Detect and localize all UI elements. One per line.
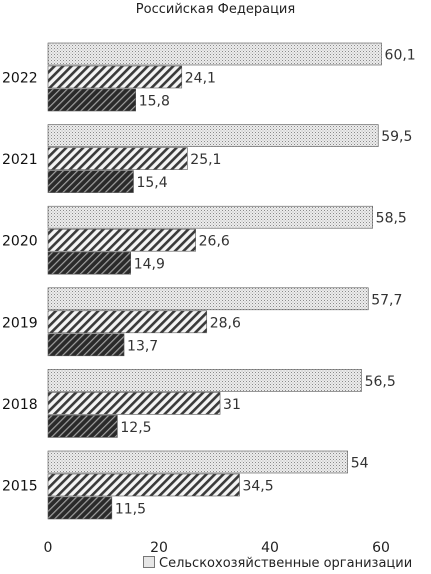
y-label-2020: 2020 [2, 234, 38, 250]
data-label-2021-s2: 15,4 [136, 175, 167, 191]
data-label-2020-s2: 14,9 [134, 257, 165, 273]
bar-2019-s1 [47, 310, 208, 334]
data-label-2019-s1: 28,6 [210, 315, 241, 331]
bar-2018-s2 [47, 415, 118, 438]
bar-2020-s1 [47, 228, 196, 252]
data-label-2022-s2: 15,8 [139, 94, 170, 110]
bar-2020-s2 [47, 251, 131, 275]
bar-2015-s0 [47, 450, 349, 474]
bar-2015-s2 [47, 496, 113, 520]
x-tick-40: 40 [261, 540, 279, 556]
y-axis-labels: 2022 2021 2020 2019 2018 2015 [2, 71, 38, 495]
bar-2022-s1 [47, 65, 183, 89]
chart-title: Российская Федерация [135, 2, 296, 17]
bar-2020-s0 [47, 205, 373, 229]
data-label-2020-s1: 26,6 [199, 234, 230, 250]
x-tick-20: 20 [150, 540, 168, 556]
data-label-2021-s1: 25,1 [190, 152, 221, 168]
data-label-2019-s0: 57,7 [371, 292, 402, 308]
bar-2019-s2 [47, 333, 125, 357]
data-label-2019-s2: 13,7 [127, 338, 158, 354]
bar-2022-s0 [47, 42, 382, 66]
legend: Сельскохозяйственные организации [143, 556, 412, 571]
data-label-2015-s2: 11,5 [115, 502, 146, 518]
bar-2021-s1 [47, 147, 188, 170]
bar-2015-s1 [47, 473, 240, 497]
y-label-2015: 2015 [2, 479, 38, 495]
legend-label: Сельскохозяйственные организации [159, 556, 413, 571]
bar-2018-s1 [47, 392, 221, 415]
bar-2021-s2 [47, 170, 134, 193]
bar-2019-s0 [47, 287, 369, 311]
bar-2018-s0 [47, 369, 362, 392]
data-label-2022-s1: 24,1 [185, 71, 216, 87]
y-label-2022: 2022 [2, 71, 38, 87]
y-label-2021: 2021 [2, 152, 38, 168]
x-axis-ticks: 0 20 40 60 [44, 540, 390, 556]
x-tick-0: 0 [44, 540, 53, 556]
data-label-2015-s0: 54 [351, 456, 369, 472]
data-label-2018-s1: 31 [223, 397, 241, 413]
data-label-2020-s0: 58,5 [376, 211, 407, 227]
data-label-2015-s1: 34,5 [242, 479, 273, 495]
bars-layer: 60,1 24,1 15,8 59,5 25,1 15,4 58,5 26,6 14,9 57,7… [47, 42, 416, 520]
bar-2021-s0 [47, 124, 379, 147]
legend-swatch-dots [143, 556, 155, 568]
x-tick-60: 60 [372, 540, 390, 556]
y-label-2018: 2018 [2, 397, 38, 413]
data-label-2018-s2: 12,5 [120, 420, 151, 436]
y-label-2019: 2019 [2, 315, 38, 331]
bar-2022-s2 [47, 88, 136, 112]
data-label-2021-s0: 59,5 [381, 129, 412, 145]
data-label-2018-s0: 56,5 [365, 374, 396, 390]
data-label-2022-s0: 60,1 [385, 48, 416, 64]
